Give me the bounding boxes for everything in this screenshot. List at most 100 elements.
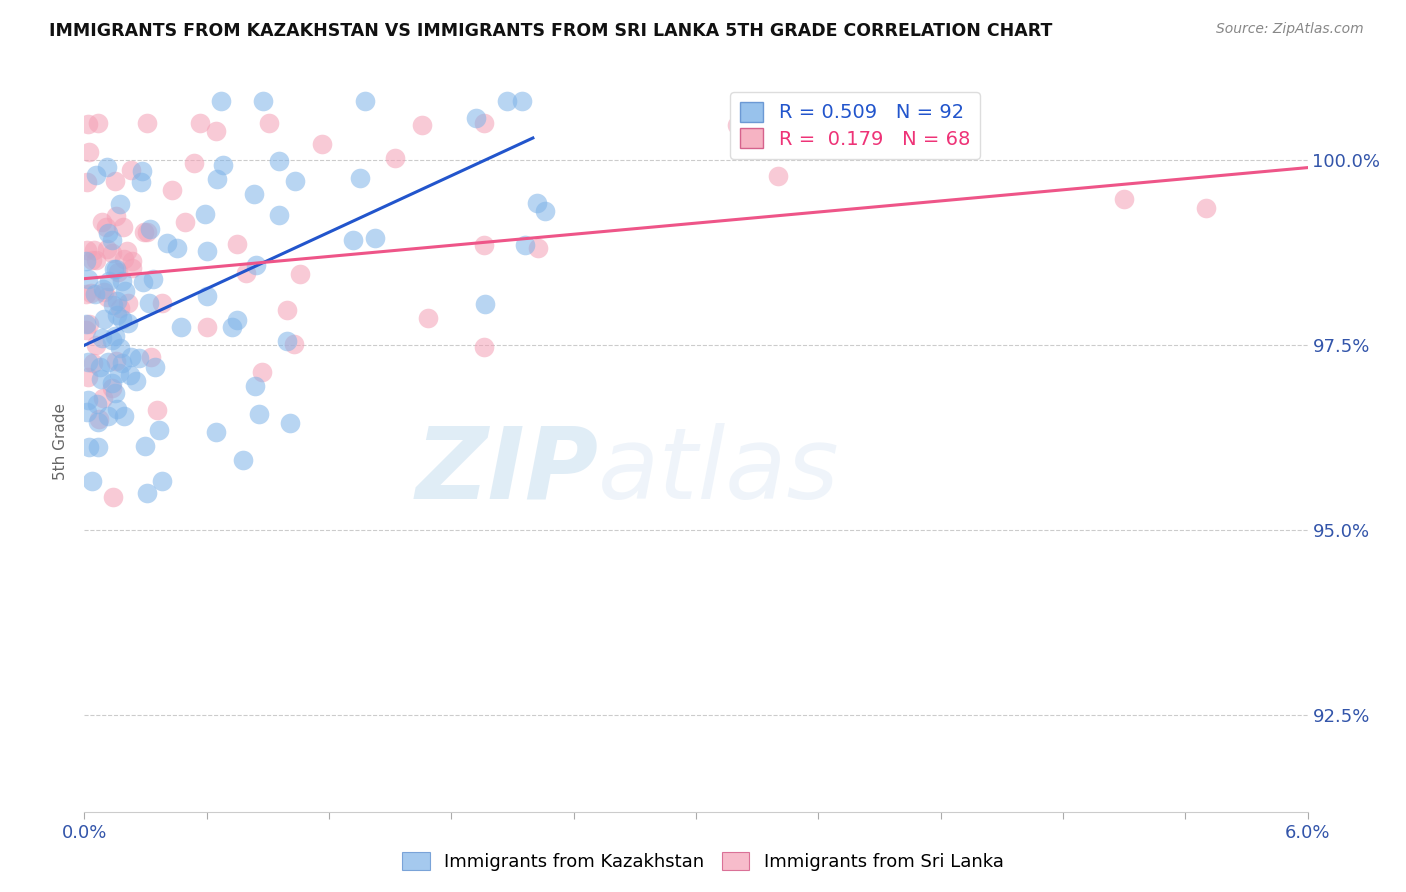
Point [169, 320, 191, 334]
Point [510, 94, 533, 108]
Point [205, 124, 228, 138]
Point [418, 311, 440, 326]
Point [104, 354, 127, 368]
Legend: Immigrants from Kazakhstan, Immigrants from Sri Lanka: Immigrants from Kazakhstan, Immigrants f… [395, 845, 1011, 879]
Point [101, 381, 124, 395]
Point [349, 171, 371, 186]
Point [76, 243, 98, 257]
Point [77, 370, 100, 384]
Point [110, 301, 132, 316]
Point [138, 295, 160, 310]
Point [474, 297, 496, 311]
Point [232, 453, 254, 467]
Point [311, 136, 333, 151]
Point [1114, 192, 1136, 206]
Point [156, 235, 179, 250]
Point [89, 359, 111, 374]
Point [76, 271, 98, 285]
Point [235, 266, 257, 280]
Point [80, 474, 103, 488]
Point [120, 162, 142, 177]
Point [104, 174, 127, 188]
Point [278, 416, 301, 430]
Point [90, 331, 112, 345]
Point [221, 319, 243, 334]
Point [195, 320, 218, 334]
Point [108, 341, 131, 355]
Point [129, 175, 152, 189]
Point [76, 405, 98, 419]
Point [1195, 202, 1218, 216]
Point [384, 151, 406, 165]
Point [97, 409, 120, 423]
Point [105, 402, 128, 417]
Point [77, 393, 100, 408]
Point [97, 226, 120, 240]
Text: Source: ZipAtlas.com: Source: ZipAtlas.com [1216, 22, 1364, 37]
Point [111, 312, 134, 326]
Point [205, 172, 228, 186]
Point [411, 118, 433, 132]
Point [342, 233, 364, 247]
Point [212, 158, 235, 172]
Point [80, 286, 103, 301]
Point [465, 112, 488, 126]
Y-axis label: 5th Grade: 5th Grade [53, 403, 69, 480]
Point [226, 313, 249, 327]
Point [91, 214, 114, 228]
Point [103, 261, 125, 276]
Point [354, 94, 377, 108]
Point [75, 253, 97, 268]
Point [209, 94, 232, 108]
Point [82, 356, 104, 370]
Point [84, 168, 107, 182]
Point [97, 355, 120, 369]
Legend: R = 0.509   N = 92, R =  0.179   N = 68: R = 0.509 N = 92, R = 0.179 N = 68 [730, 92, 980, 159]
Point [114, 284, 136, 298]
Point [111, 356, 134, 370]
Point [100, 333, 122, 347]
Point [111, 274, 134, 288]
Point [87, 440, 110, 454]
Point [120, 368, 142, 383]
Point [132, 225, 155, 239]
Point [174, 215, 197, 229]
Point [139, 222, 162, 236]
Point [86, 397, 108, 411]
Point [250, 365, 273, 379]
Point [132, 275, 155, 289]
Point [112, 409, 135, 423]
Point [134, 439, 156, 453]
Point [117, 296, 139, 310]
Text: IMMIGRANTS FROM KAZAKHSTAN VS IMMIGRANTS FROM SRI LANKA 5TH GRADE CORRELATION CH: IMMIGRANTS FROM KAZAKHSTAN VS IMMIGRANTS… [49, 22, 1053, 40]
Point [472, 238, 495, 252]
Point [121, 260, 143, 275]
Point [111, 219, 134, 234]
Point [183, 156, 205, 170]
Text: ZIP: ZIP [415, 423, 598, 520]
Point [364, 231, 387, 245]
Point [101, 246, 124, 260]
Point [142, 271, 165, 285]
Point [91, 282, 114, 296]
Point [112, 252, 135, 267]
Point [79, 145, 101, 160]
Point [533, 203, 555, 218]
Point [75, 317, 97, 331]
Point [194, 207, 217, 221]
Point [143, 360, 166, 375]
Point [150, 296, 173, 310]
Point [283, 337, 305, 351]
Point [252, 94, 274, 108]
Text: atlas: atlas [598, 423, 839, 520]
Point [91, 391, 114, 405]
Point [242, 187, 264, 202]
Point [135, 226, 157, 240]
Point [107, 265, 129, 279]
Point [284, 174, 307, 188]
Point [75, 286, 97, 301]
Point [120, 350, 142, 364]
Point [107, 294, 129, 309]
Point [226, 237, 249, 252]
Point [148, 423, 170, 437]
